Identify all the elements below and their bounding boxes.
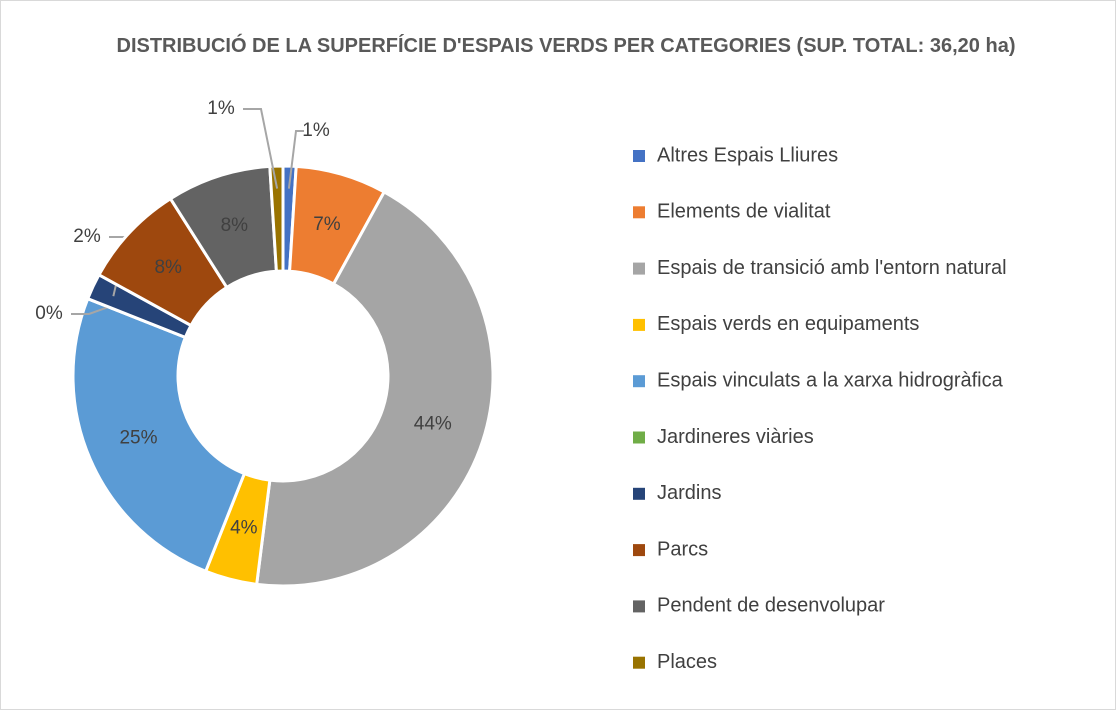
legend-marker <box>633 544 645 557</box>
legend-marker <box>633 150 645 162</box>
leader-line <box>287 130 304 189</box>
data-label: 8% <box>154 257 182 278</box>
data-label: 7% <box>313 214 341 235</box>
legend-label: Elements de vialitat <box>657 201 831 223</box>
legend-marker <box>633 656 645 669</box>
data-label: 0% <box>35 303 63 324</box>
slice <box>71 296 247 574</box>
legend-label: Espais verds en equipaments <box>657 313 919 335</box>
data-label: 25% <box>119 428 157 449</box>
data-label: 4% <box>230 518 258 539</box>
legend-marker <box>633 206 645 219</box>
legend-label: Jardins <box>657 482 721 504</box>
leader-line <box>71 306 110 315</box>
legend-marker <box>633 600 645 613</box>
legend-label: Jardineres viàries <box>657 426 814 448</box>
data-label: 1% <box>302 120 330 141</box>
legend-label: Altres Espais Lliures <box>657 144 838 166</box>
legend-marker <box>633 262 645 275</box>
leader-line <box>243 108 279 189</box>
legend-label: Espais vinculats a la xarxa hidrogràfica <box>657 369 1004 391</box>
legend-marker <box>633 431 645 444</box>
legend-marker <box>633 487 645 500</box>
legend-label: Parcs <box>657 538 708 560</box>
chart-title: DISTRIBUCIÓ DE LA SUPERFÍCIE D'ESPAIS VE… <box>116 35 1016 57</box>
legend-marker <box>633 318 645 331</box>
slice <box>268 164 285 273</box>
data-label: 1% <box>207 98 235 119</box>
legend-label: Espais de transició amb l'entorn natural <box>657 257 1007 279</box>
legend-label: Places <box>657 651 717 673</box>
legend-marker <box>633 375 645 388</box>
data-label: 2% <box>73 226 101 247</box>
slice <box>255 189 495 588</box>
legend-label: Pendent de desenvolupar <box>657 595 885 617</box>
data-label: 8% <box>221 215 249 236</box>
data-label: 44% <box>414 414 452 435</box>
